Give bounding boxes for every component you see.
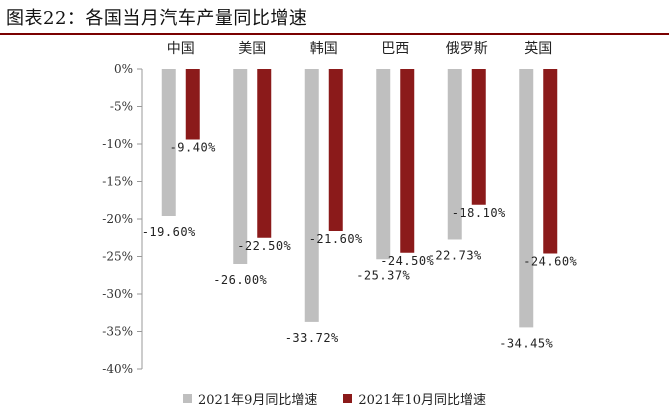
bar: [543, 69, 558, 254]
bar: [447, 69, 462, 240]
legend-item-sep: 2021年9月同比增速: [183, 389, 318, 408]
category-label: 韩国: [310, 41, 338, 57]
y-tick-label: -20%: [102, 212, 133, 226]
chart-legend: 2021年9月同比增速 2021年10月同比增速: [0, 389, 669, 408]
data-label: -34.45%: [499, 336, 553, 350]
y-tick-label: -10%: [102, 137, 133, 151]
y-tick-label: 0%: [114, 62, 133, 76]
y-tick-label: -15%: [102, 175, 133, 189]
category-label: 俄罗斯: [446, 41, 488, 57]
y-tick-label: -35%: [102, 325, 133, 339]
data-label: -21.60%: [309, 232, 363, 246]
title-divider: [0, 33, 669, 35]
bar: [257, 69, 272, 238]
category-label: 英国: [524, 40, 552, 57]
category-label: 中国: [167, 41, 195, 57]
data-label: -22.73%: [428, 248, 482, 262]
data-label: -24.50%: [380, 254, 434, 268]
legend-swatch-oct: [343, 393, 353, 403]
data-label: -18.10%: [452, 206, 506, 220]
data-label: -25.37%: [356, 268, 410, 282]
category-label: 美国: [238, 41, 266, 57]
y-tick-label: -40%: [102, 362, 133, 376]
data-label: -9.40%: [170, 141, 217, 155]
chart-title: 图表22：各国当月汽车产量同比增速: [6, 8, 308, 29]
bar: [376, 69, 391, 260]
legend-label-oct: 2021年10月同比增速: [358, 392, 486, 408]
bar: [328, 69, 343, 231]
category-label: 巴西: [381, 41, 409, 57]
data-label: -26.00%: [213, 273, 267, 287]
data-label: -19.60%: [142, 225, 196, 239]
bar: [233, 69, 248, 264]
legend-label-sep: 2021年9月同比增速: [198, 392, 318, 408]
bar: [185, 69, 200, 140]
legend-swatch-sep: [183, 393, 192, 403]
bar: [161, 69, 176, 216]
bar: [471, 69, 486, 205]
bar: [304, 69, 319, 322]
data-label: -33.72%: [285, 331, 339, 345]
bar: [400, 69, 415, 253]
y-tick-label: -25%: [102, 250, 133, 264]
data-label: -24.60%: [523, 255, 577, 269]
bar: [519, 69, 534, 328]
y-tick-label: -5%: [110, 100, 133, 114]
legend-item-oct: 2021年10月同比增速: [343, 389, 486, 408]
data-label: -22.50%: [237, 239, 291, 253]
y-tick-label: -30%: [102, 287, 133, 301]
